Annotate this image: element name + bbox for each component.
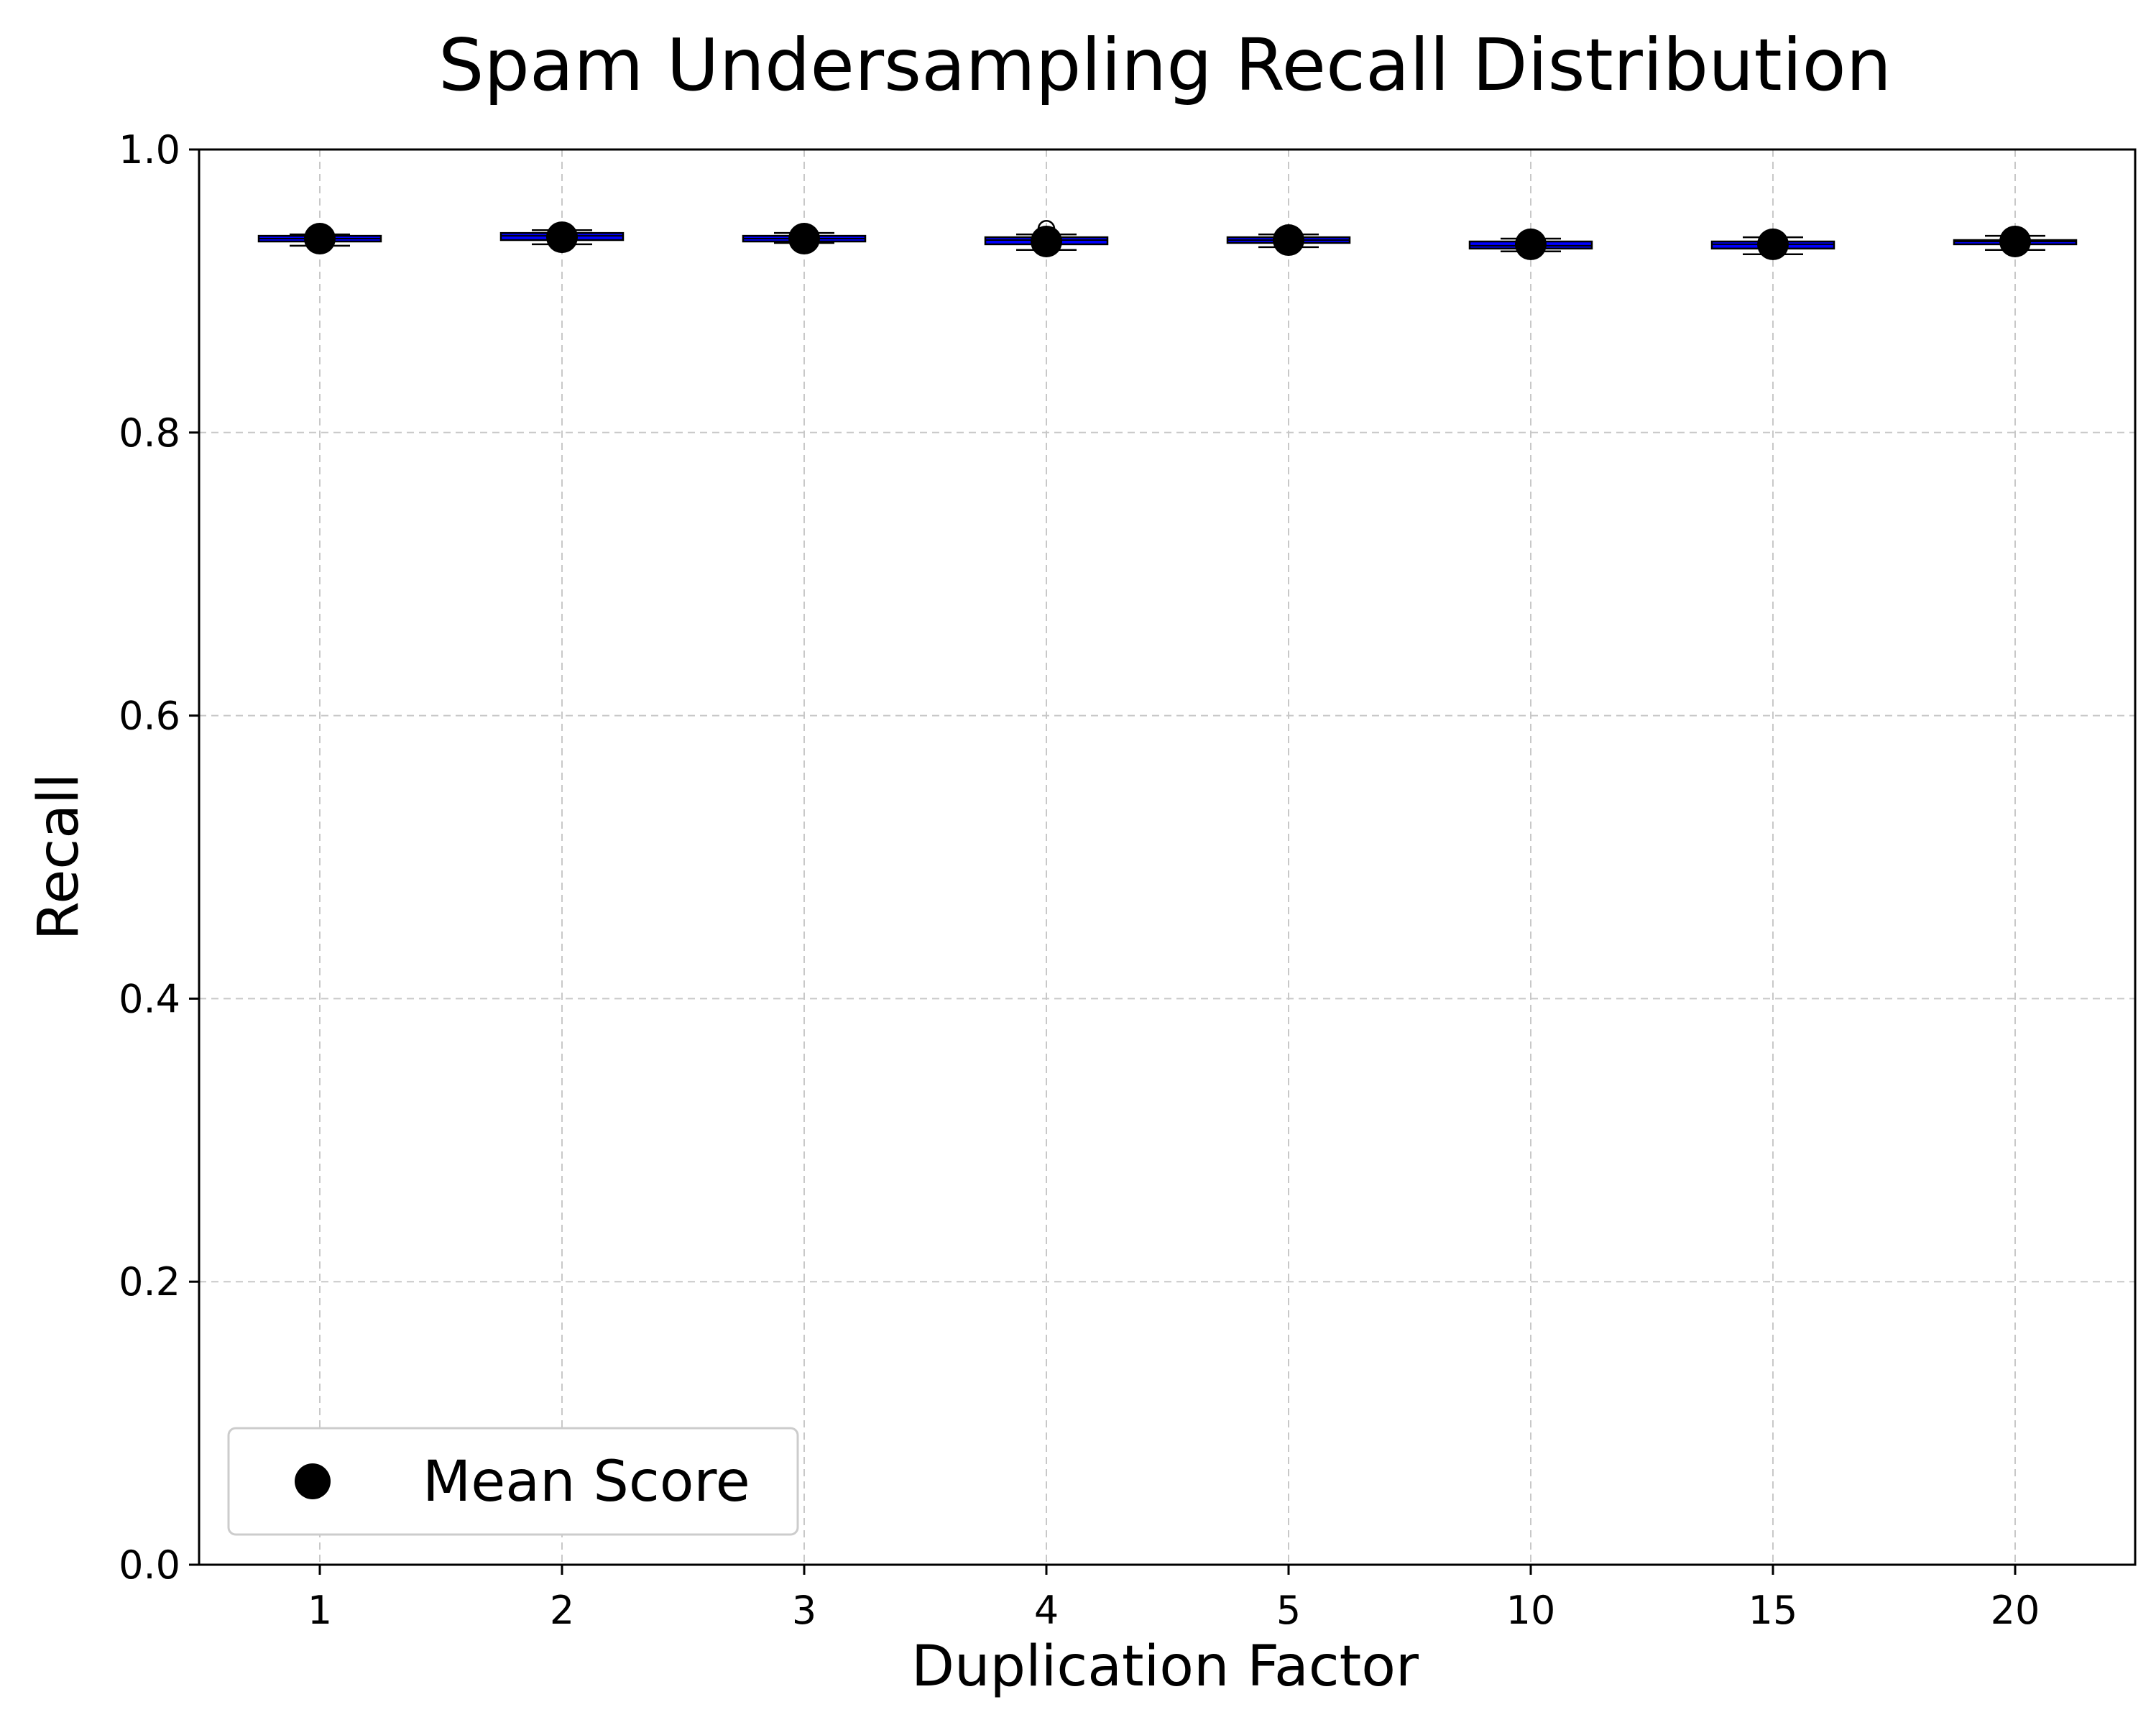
box-20	[1953, 225, 2078, 257]
grid-lines	[199, 150, 2135, 1565]
box-3	[742, 223, 867, 255]
box-4	[984, 220, 1109, 257]
y-axis-ticks: 0.0 0.2 0.4 0.6 0.8 1.0	[119, 127, 199, 1588]
x-tick-label: 1	[308, 1588, 332, 1633]
mean-point	[1999, 225, 2031, 257]
box-5	[1226, 224, 1351, 257]
y-tick-label: 0.4	[119, 976, 180, 1021]
y-tick-label: 0.8	[119, 410, 180, 456]
y-tick-label: 1.0	[119, 127, 180, 172]
box-10	[1468, 228, 1593, 260]
plot-frame	[198, 148, 2137, 1566]
chart-title: Spam Undersampling Recall Distribution	[438, 23, 1892, 107]
x-tick-label: 3	[792, 1588, 816, 1633]
mean-point	[1757, 228, 1789, 260]
y-tick-label: 0.0	[119, 1542, 180, 1588]
mean-point	[788, 223, 820, 255]
legend-box	[227, 1427, 799, 1536]
legend-entry-mean-score: Mean Score	[423, 1450, 750, 1514]
x-tick-label: 10	[1506, 1588, 1556, 1633]
mean-point	[304, 223, 336, 255]
legend-mean-marker	[295, 1463, 331, 1499]
mean-point	[1031, 225, 1062, 257]
y-axis-label: Recall	[27, 773, 91, 941]
box-2	[499, 221, 625, 254]
box-15	[1710, 228, 1835, 260]
box-layer	[257, 220, 2078, 260]
mean-point	[1273, 224, 1304, 257]
mean-point	[546, 221, 578, 254]
mean-point	[1515, 228, 1547, 260]
x-tick-label: 15	[1749, 1588, 1798, 1633]
x-tick-label: 5	[1276, 1588, 1301, 1633]
box-1	[257, 223, 382, 255]
x-axis-ticks: 1 2 3 4 5 10 15 20	[308, 1565, 2040, 1633]
y-tick-label: 0.2	[119, 1259, 180, 1305]
x-tick-label: 4	[1034, 1588, 1059, 1633]
x-tick-label: 20	[1991, 1588, 2040, 1633]
x-axis-label: Duplication Factor	[911, 1634, 1419, 1699]
legend: Mean Score	[227, 1427, 799, 1536]
x-tick-label: 2	[550, 1588, 574, 1633]
y-tick-label: 0.6	[119, 694, 180, 739]
